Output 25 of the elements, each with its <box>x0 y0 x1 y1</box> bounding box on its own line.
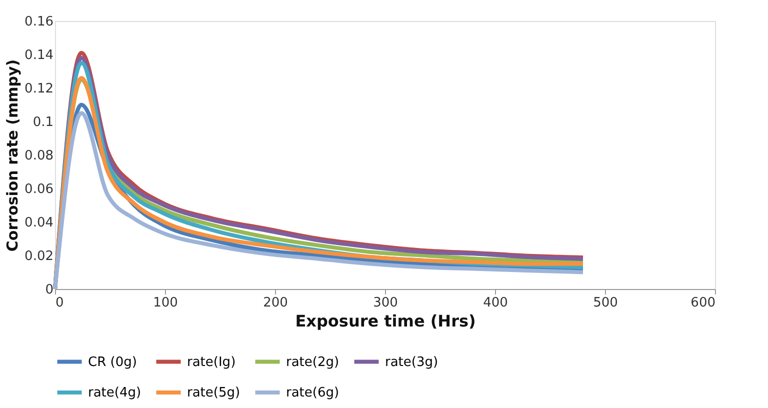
y-tick-label: 0.1 <box>32 115 54 130</box>
legend-label: rate(Ig) <box>187 354 236 370</box>
y-tick-label: 0.02 <box>24 249 54 264</box>
legend-label: rate(2g) <box>286 354 340 370</box>
x-axis-title: Exposure time (Hrs) <box>295 312 476 330</box>
x-tick-label: 300 <box>373 296 398 310</box>
x-tick-label: 600 <box>690 296 716 310</box>
legend-label: rate(3g) <box>385 354 438 370</box>
y-tick-label: 0.14 <box>24 48 54 63</box>
y-tick-label: 0.08 <box>24 148 54 164</box>
y-axis-title: Corrosion rate (mmpy) <box>4 59 22 252</box>
y-tick-label: 0.12 <box>24 82 54 96</box>
x-tick-label: 200 <box>263 296 288 310</box>
y-tick-label: 0.04 <box>24 216 54 230</box>
x-tick-label: 0 <box>56 296 64 310</box>
x-tick-label: 500 <box>593 296 618 310</box>
x-tick-label: 100 <box>153 296 178 310</box>
y-tick-label: 0 <box>45 282 54 298</box>
x-tick-label: 400 <box>483 296 508 310</box>
legend-label: CR (0g) <box>88 354 137 370</box>
legend-label: rate(5g) <box>187 386 240 400</box>
y-tick-label: 0.16 <box>24 14 54 30</box>
legend-label: rate(6g) <box>286 386 340 400</box>
legend-label: rate(4g) <box>88 386 142 400</box>
y-tick-label: 0.06 <box>24 182 54 197</box>
